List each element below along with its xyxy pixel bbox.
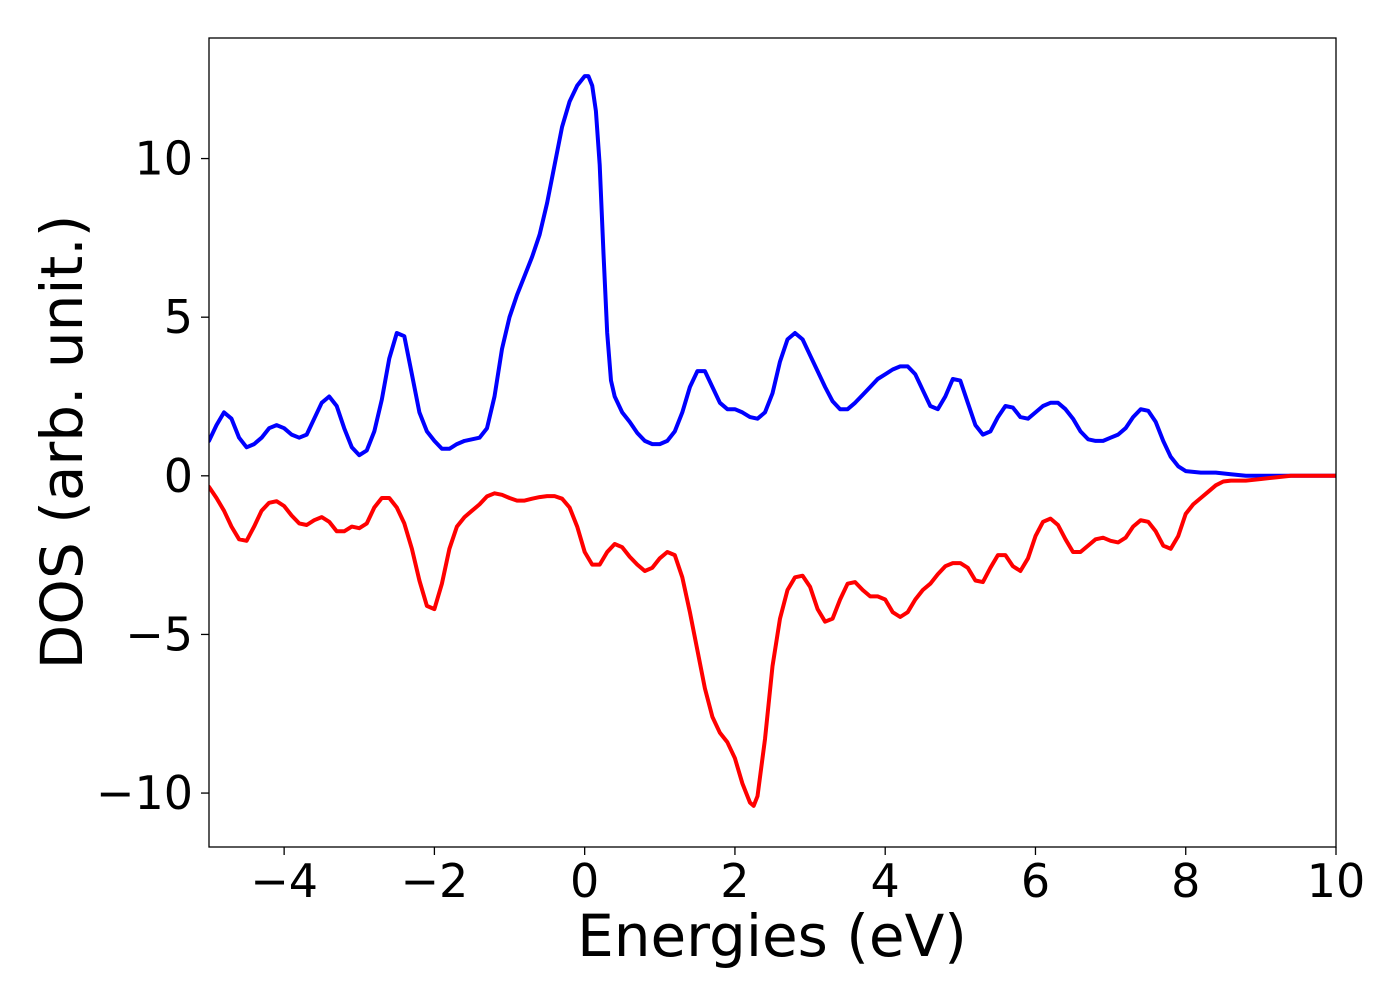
y-tick-label: −10 — [96, 766, 193, 820]
y-axis-label: DOS (arb. unit.) — [28, 215, 96, 670]
series-line-2 — [209, 473, 1336, 808]
y-tick-label: 5 — [164, 290, 193, 344]
x-tick-label: −4 — [250, 854, 318, 908]
tick-layer: −4 −2 0 2 4 6 8 10 10 5 0 −5 −10 — [96, 132, 1365, 908]
x-tick-label: −2 — [400, 854, 468, 908]
x-tick-label: 10 — [1307, 854, 1366, 908]
plot-frame — [208, 37, 1337, 848]
x-tick-label: 6 — [1021, 854, 1050, 908]
x-tick-label: 8 — [1171, 854, 1200, 908]
x-tick-label: 2 — [720, 854, 749, 908]
x-tick-label: 0 — [570, 854, 599, 908]
y-tick-label: −5 — [125, 607, 193, 661]
x-tick-label: 4 — [871, 854, 900, 908]
series-line-1 — [209, 74, 1336, 478]
x-axis-label: Energies (eV) — [577, 902, 967, 970]
series-layer — [209, 74, 1336, 808]
y-tick-label: 10 — [134, 132, 193, 186]
y-tick-label: 0 — [164, 449, 193, 503]
